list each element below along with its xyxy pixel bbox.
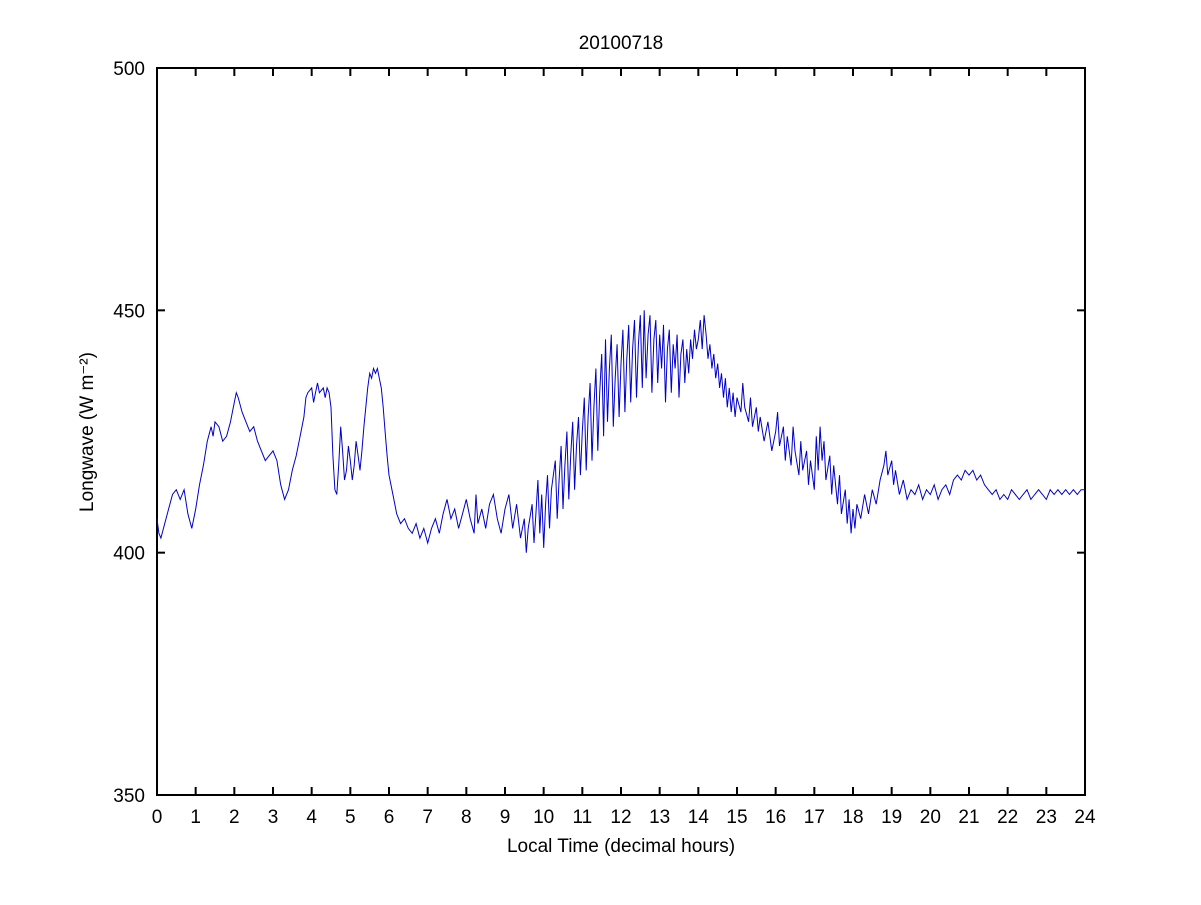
x-tick-label: 6 [384,807,395,828]
x-tick-label: 11 [572,807,592,828]
x-tick-label: 4 [306,807,317,828]
x-tick-label: 19 [881,807,902,828]
x-tick-label: 20 [920,807,941,828]
x-tick-label: 5 [345,807,356,828]
x-tick-label: 16 [765,807,786,828]
x-tick-label: 24 [1074,807,1096,828]
x-tick-label: 10 [533,807,554,828]
longwave-series-line [156,310,1085,553]
y-tick-label: 400 [113,544,145,565]
axis-tick-labels: 0 1 2 3 4 5 6 7 8 9 10 11 12 13 14 15 16 17 18 19 20 21 22 23 24… [113,59,1096,828]
y-tick-label: 350 [113,786,145,807]
x-tick-label: 0 [152,807,163,828]
x-tick-label: 12 [610,807,631,828]
x-tick-label: 1 [190,807,201,828]
x-tick-label: 23 [1036,807,1057,828]
x-tick-label: 9 [500,807,511,828]
chart-title: 20100718 [579,33,664,54]
x-tick-label: 3 [268,807,279,828]
plot-border [156,67,1086,796]
x-axis-label: Local Time (decimal hours) [507,836,735,857]
x-tick-label: 13 [649,807,670,828]
x-tick-label: 7 [422,807,433,828]
x-tick-label: 14 [688,807,710,828]
x-tick-label: 22 [997,807,1018,828]
axis-ticks [156,67,1086,796]
y-tick-label: 500 [113,59,145,80]
series-group [156,310,1085,553]
x-tick-label: 18 [842,807,863,828]
y-axis-label: Longwave (W m⁻²) [77,352,98,512]
y-tick-label: 450 [113,301,145,322]
x-tick-label: 2 [229,807,240,828]
x-tick-label: 8 [461,807,472,828]
x-tick-label: 21 [958,807,979,828]
x-tick-label: 15 [726,807,747,828]
x-tick-label: 17 [804,807,825,828]
